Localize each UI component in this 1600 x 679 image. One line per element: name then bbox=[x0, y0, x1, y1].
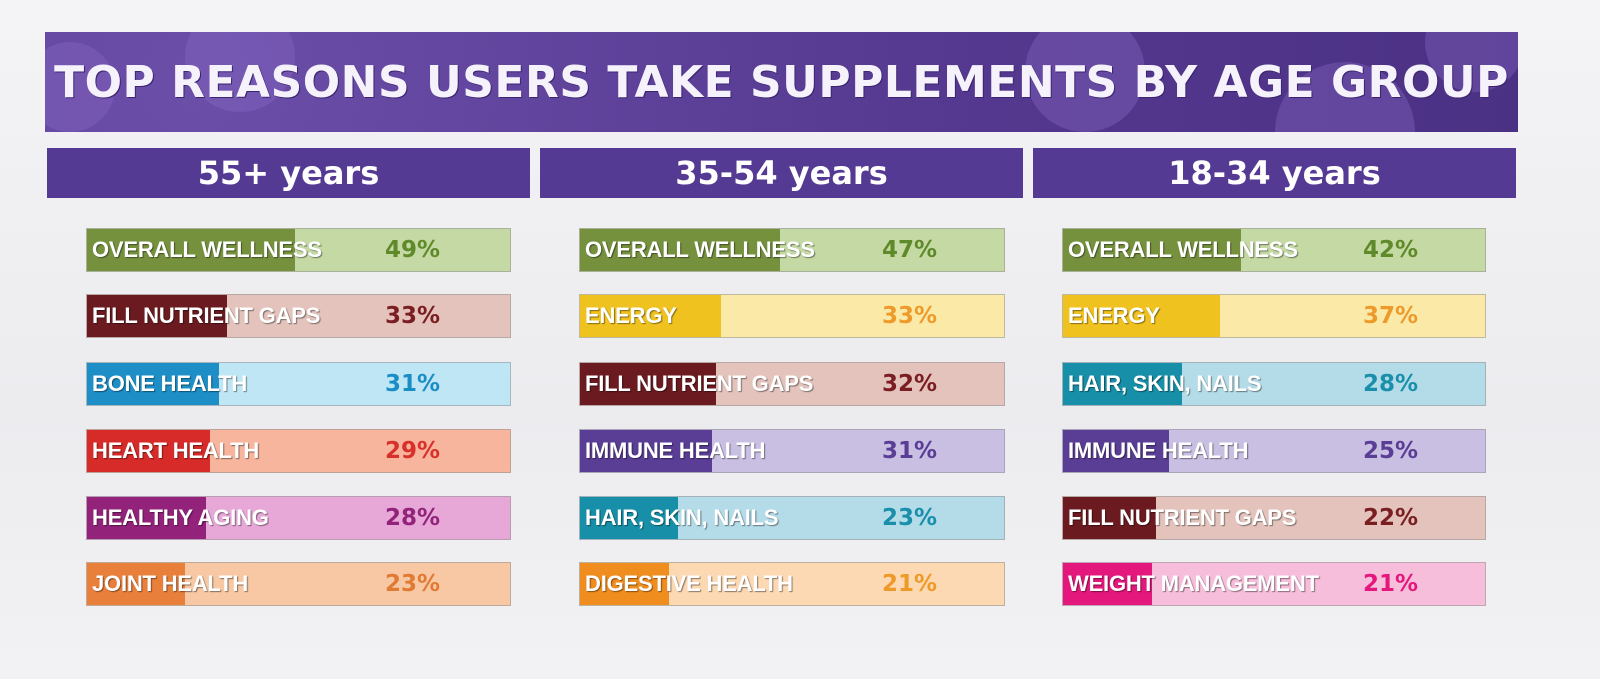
bar-fill bbox=[87, 363, 219, 405]
bar-track: FILL NUTRIENT GAPS 22% bbox=[1062, 496, 1486, 540]
bar-track: HAIR, SKIN, NAILS 28% bbox=[1062, 362, 1486, 406]
bar-track: IMMUNE HEALTH 25% bbox=[1062, 429, 1486, 473]
bar-value-label: 28% bbox=[385, 505, 441, 531]
bar-fill bbox=[580, 497, 678, 539]
bar-value-label: 25% bbox=[1363, 438, 1419, 464]
bar-fill bbox=[87, 229, 296, 271]
bar-label: HAIR, SKIN, NAILS bbox=[1068, 371, 1262, 396]
bar-label: JOINT HEALTH bbox=[92, 571, 249, 596]
bar-label: BONE HEALTH bbox=[92, 371, 248, 396]
bar-label: DIGESTIVE HEALTH bbox=[585, 571, 793, 596]
title-banner: TOP REASONS USERS TAKE SUPPLEMENTS BY AG… bbox=[45, 32, 1518, 132]
bar-label: ENERGY bbox=[1068, 303, 1160, 328]
bar-value-label: 31% bbox=[385, 371, 441, 397]
bar-fill bbox=[580, 563, 670, 605]
bar-value-label: 32% bbox=[882, 371, 938, 397]
bar-track: HAIR, SKIN, NAILS 23% bbox=[579, 496, 1005, 540]
bar-fill bbox=[87, 295, 228, 337]
bar-label: OVERALL WELLNESS bbox=[92, 237, 322, 262]
bar-track: JOINT HEALTH 23% bbox=[86, 562, 511, 606]
bar-fill bbox=[87, 497, 206, 539]
bar-track: DIGESTIVE HEALTH 21% bbox=[579, 562, 1005, 606]
bar-value-label: 33% bbox=[385, 303, 441, 329]
age-group-header: 18-34 years bbox=[1033, 148, 1516, 198]
bar-label: HAIR, SKIN, NAILS bbox=[585, 505, 779, 530]
bar-value-label: 31% bbox=[882, 438, 938, 464]
bar-value-label: 21% bbox=[1363, 571, 1419, 597]
bar-track: ENERGY 33% bbox=[579, 294, 1005, 338]
bar-value-label: 29% bbox=[385, 438, 441, 464]
bar-track: IMMUNE HEALTH 31% bbox=[579, 429, 1005, 473]
bar-value-label: 37% bbox=[1363, 303, 1419, 329]
bar-value-label: 33% bbox=[882, 303, 938, 329]
bar-track: ENERGY 37% bbox=[1062, 294, 1486, 338]
bar-label: HEALTHY AGING bbox=[92, 505, 269, 530]
bar-track: OVERALL WELLNESS 42% bbox=[1062, 228, 1486, 272]
bar-fill bbox=[580, 229, 781, 271]
bar-fill bbox=[87, 430, 211, 472]
bar-value-label: 28% bbox=[1363, 371, 1419, 397]
bar-value-label: 21% bbox=[882, 571, 938, 597]
bar-label: FILL NUTRIENT GAPS bbox=[92, 303, 321, 328]
bar-label: OVERALL WELLNESS bbox=[585, 237, 815, 262]
bar-track: WEIGHT MANAGEMENT 21% bbox=[1062, 562, 1486, 606]
bar-fill bbox=[87, 563, 185, 605]
bar-value-label: 22% bbox=[1363, 505, 1419, 531]
bar-fill bbox=[1063, 363, 1182, 405]
bar-fill bbox=[1063, 563, 1153, 605]
bar-track: OVERALL WELLNESS 49% bbox=[86, 228, 511, 272]
bar-fill bbox=[580, 430, 713, 472]
bar-track: FILL NUTRIENT GAPS 32% bbox=[579, 362, 1005, 406]
bar-fill bbox=[1063, 497, 1157, 539]
bar-label: IMMUNE HEALTH bbox=[1068, 438, 1249, 463]
bar-value-label: 49% bbox=[385, 237, 441, 263]
bar-label: IMMUNE HEALTH bbox=[585, 438, 766, 463]
bar-label: FILL NUTRIENT GAPS bbox=[1068, 505, 1297, 530]
bar-label: WEIGHT MANAGEMENT bbox=[1068, 571, 1319, 596]
bar-label: OVERALL WELLNESS bbox=[1068, 237, 1298, 262]
bar-label: ENERGY bbox=[585, 303, 677, 328]
bar-fill bbox=[1063, 430, 1169, 472]
chart-title: TOP REASONS USERS TAKE SUPPLEMENTS BY AG… bbox=[54, 56, 1509, 108]
bar-track: OVERALL WELLNESS 47% bbox=[579, 228, 1005, 272]
bar-value-label: 23% bbox=[882, 505, 938, 531]
bar-fill bbox=[580, 295, 721, 337]
bar-fill bbox=[1063, 295, 1220, 337]
age-group-header: 55+ years bbox=[47, 148, 530, 198]
bar-value-label: 47% bbox=[882, 237, 938, 263]
bar-track: HEALTHY AGING 28% bbox=[86, 496, 511, 540]
bar-track: HEART HEALTH 29% bbox=[86, 429, 511, 473]
bar-fill bbox=[1063, 229, 1242, 271]
bar-fill bbox=[580, 363, 717, 405]
age-group-header: 35-54 years bbox=[540, 148, 1023, 198]
bar-value-label: 23% bbox=[385, 571, 441, 597]
bar-label: FILL NUTRIENT GAPS bbox=[585, 371, 814, 396]
bar-label: HEART HEALTH bbox=[92, 438, 260, 463]
bar-track: FILL NUTRIENT GAPS 33% bbox=[86, 294, 511, 338]
bar-value-label: 42% bbox=[1363, 237, 1419, 263]
bar-track: BONE HEALTH 31% bbox=[86, 362, 511, 406]
